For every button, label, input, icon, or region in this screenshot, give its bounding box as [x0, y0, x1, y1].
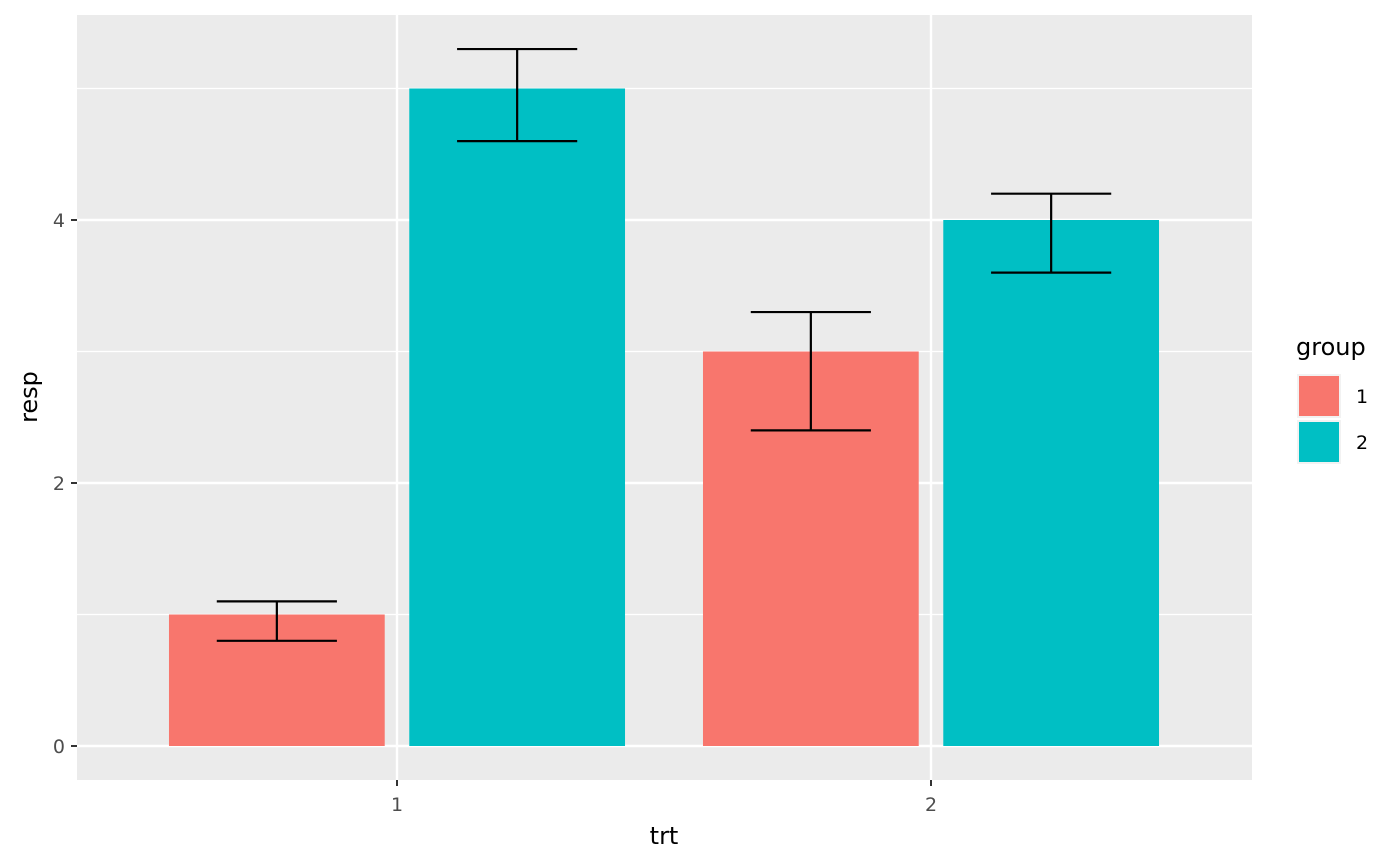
- legend-label: 2: [1356, 432, 1368, 454]
- bar: [409, 88, 626, 746]
- y-tick-label: 4: [53, 210, 65, 232]
- x-tick-label: 1: [391, 794, 403, 816]
- bars: [168, 88, 1160, 746]
- legend-key: [1299, 376, 1339, 416]
- error-bars: [216, 47, 1112, 642]
- legend: group 1 2: [1296, 333, 1368, 464]
- legend-label: 1: [1356, 386, 1368, 408]
- y-axis-title: resp: [15, 371, 43, 423]
- x-tick-label: 2: [925, 794, 937, 816]
- x-axis-title: trt: [650, 822, 679, 850]
- y-tick-label: 2: [53, 473, 65, 495]
- bar: [943, 220, 1160, 746]
- legend-title: group: [1296, 333, 1366, 361]
- axes: 0 2 4 1 2: [53, 210, 937, 816]
- legend-key: [1299, 422, 1339, 462]
- y-tick-label: 0: [53, 736, 65, 758]
